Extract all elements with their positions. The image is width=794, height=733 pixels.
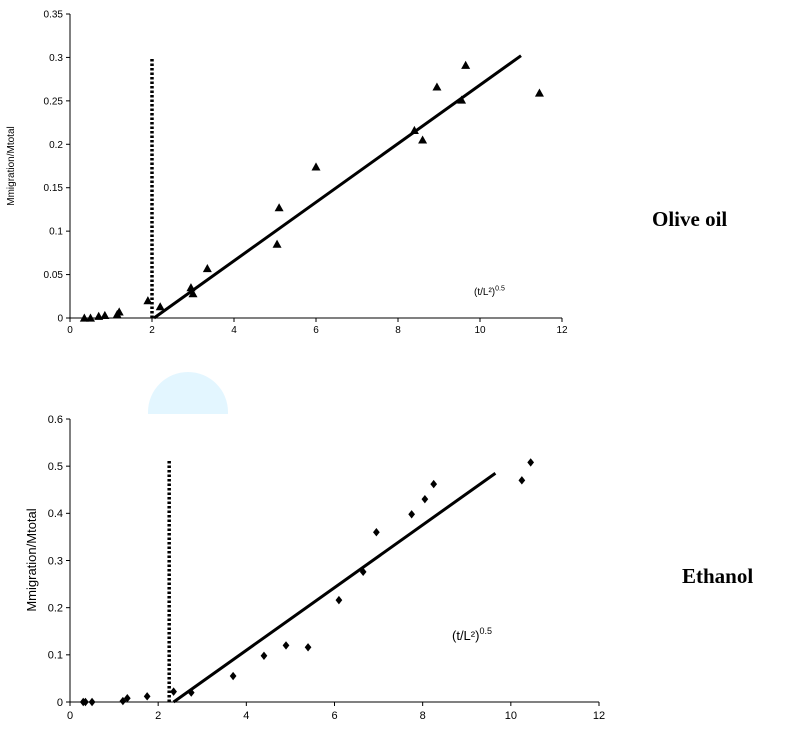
x-tick-label: 10 — [505, 710, 517, 722]
data-point-diamond — [335, 595, 343, 605]
y-tick-label: 0.35 — [44, 10, 64, 21]
x-tick-label: 8 — [395, 325, 401, 336]
y-tick-label: 0.15 — [44, 183, 64, 194]
data-point-triangle — [143, 296, 153, 305]
x-tick-label: 0 — [67, 325, 73, 336]
y-tick-label: 0.3 — [49, 53, 63, 64]
y-tick-label: 0.1 — [48, 650, 63, 662]
data-point-triangle — [432, 82, 442, 91]
watermark-shape — [148, 372, 228, 414]
data-point-diamond — [373, 528, 380, 537]
data-point-diamond — [430, 479, 438, 489]
x-tick-label: 2 — [149, 325, 155, 336]
data-point-diamond — [229, 671, 237, 681]
data-point-diamond — [88, 697, 96, 707]
data-point-triangle — [155, 302, 165, 311]
y-tick-label: 0.3 — [48, 555, 63, 567]
data-point-diamond — [304, 643, 312, 652]
y-tick-label: 0.25 — [44, 96, 64, 107]
data-point-triangle — [272, 239, 282, 248]
y-tick-label: 0.5 — [48, 461, 63, 473]
y-axis-label: Mmigration/Mtotal — [6, 126, 17, 205]
olive-oil-label: Olive oil — [652, 207, 728, 231]
data-point-triangle — [409, 125, 419, 134]
y-tick-label: 0.6 — [48, 414, 63, 426]
y-axis-label: Mmigration/Mtotal — [24, 508, 39, 611]
data-point-triangle — [311, 162, 321, 171]
data-point-diamond — [123, 694, 131, 703]
x-axis-label: (t/L²)0.5 — [452, 626, 492, 643]
data-point-triangle — [94, 311, 104, 320]
x-tick-label: 0 — [67, 710, 73, 722]
x-tick-label: 4 — [243, 710, 249, 722]
data-point-triangle — [534, 88, 544, 97]
data-point-triangle — [461, 60, 471, 69]
data-point-triangle — [79, 313, 89, 322]
data-point-diamond — [282, 641, 290, 650]
x-tick-label: 8 — [420, 710, 426, 722]
data-point-triangle — [418, 135, 428, 144]
data-point-diamond — [359, 567, 367, 577]
y-tick-label: 0 — [57, 314, 63, 325]
data-point-triangle — [457, 95, 467, 104]
x-tick-label: 10 — [474, 325, 486, 336]
y-tick-label: 0.1 — [49, 227, 63, 238]
data-point-diamond — [527, 458, 535, 467]
x-tick-label: 12 — [593, 710, 605, 722]
y-tick-label: 0.2 — [49, 140, 63, 151]
data-point-diamond — [421, 494, 429, 504]
chart-ethanol: 0 0.1 0.2 0.3 0.4 0.5 0.6 0 2 4 6 8 10 12 Mmigration/M… — [24, 414, 605, 722]
data-point-triangle — [114, 307, 124, 316]
y-tick-label: 0.05 — [44, 270, 64, 281]
chart-olive-oil: 0 0.05 0.1 0.15 0.2 0.25 0.3 0.35 0 2 4 6 8 10 12 Mmigr… — [6, 10, 568, 337]
data-point-triangle — [86, 313, 95, 322]
x-tick-label: 6 — [313, 325, 319, 336]
x-tick-label: 2 — [155, 710, 161, 722]
ethanol-label: Ethanol — [682, 564, 754, 588]
data-point-diamond — [518, 476, 526, 485]
data-point-triangle — [188, 289, 198, 298]
data-point-diamond — [187, 688, 195, 697]
data-point-diamond — [82, 697, 89, 707]
y-tick-label: 0.4 — [48, 508, 63, 520]
fit-line — [172, 472, 497, 704]
data-point-diamond — [143, 692, 151, 701]
data-point-diamond — [260, 651, 268, 660]
data-point-diamond — [170, 687, 177, 696]
x-tick-label: 12 — [556, 325, 568, 336]
data-point-triangle — [274, 203, 284, 212]
x-tick-label: 6 — [331, 710, 337, 722]
data-point-triangle — [100, 310, 110, 319]
y-tick-label: 0 — [57, 697, 63, 709]
data-point-triangle — [186, 283, 196, 292]
data-point-diamond — [408, 510, 416, 519]
y-tick-label: 0.2 — [48, 603, 63, 615]
data-point-triangle — [202, 263, 212, 273]
x-axis-label: (t/L²)0.5 — [474, 286, 505, 299]
x-tick-label: 4 — [231, 325, 237, 336]
fit-line — [153, 54, 522, 320]
